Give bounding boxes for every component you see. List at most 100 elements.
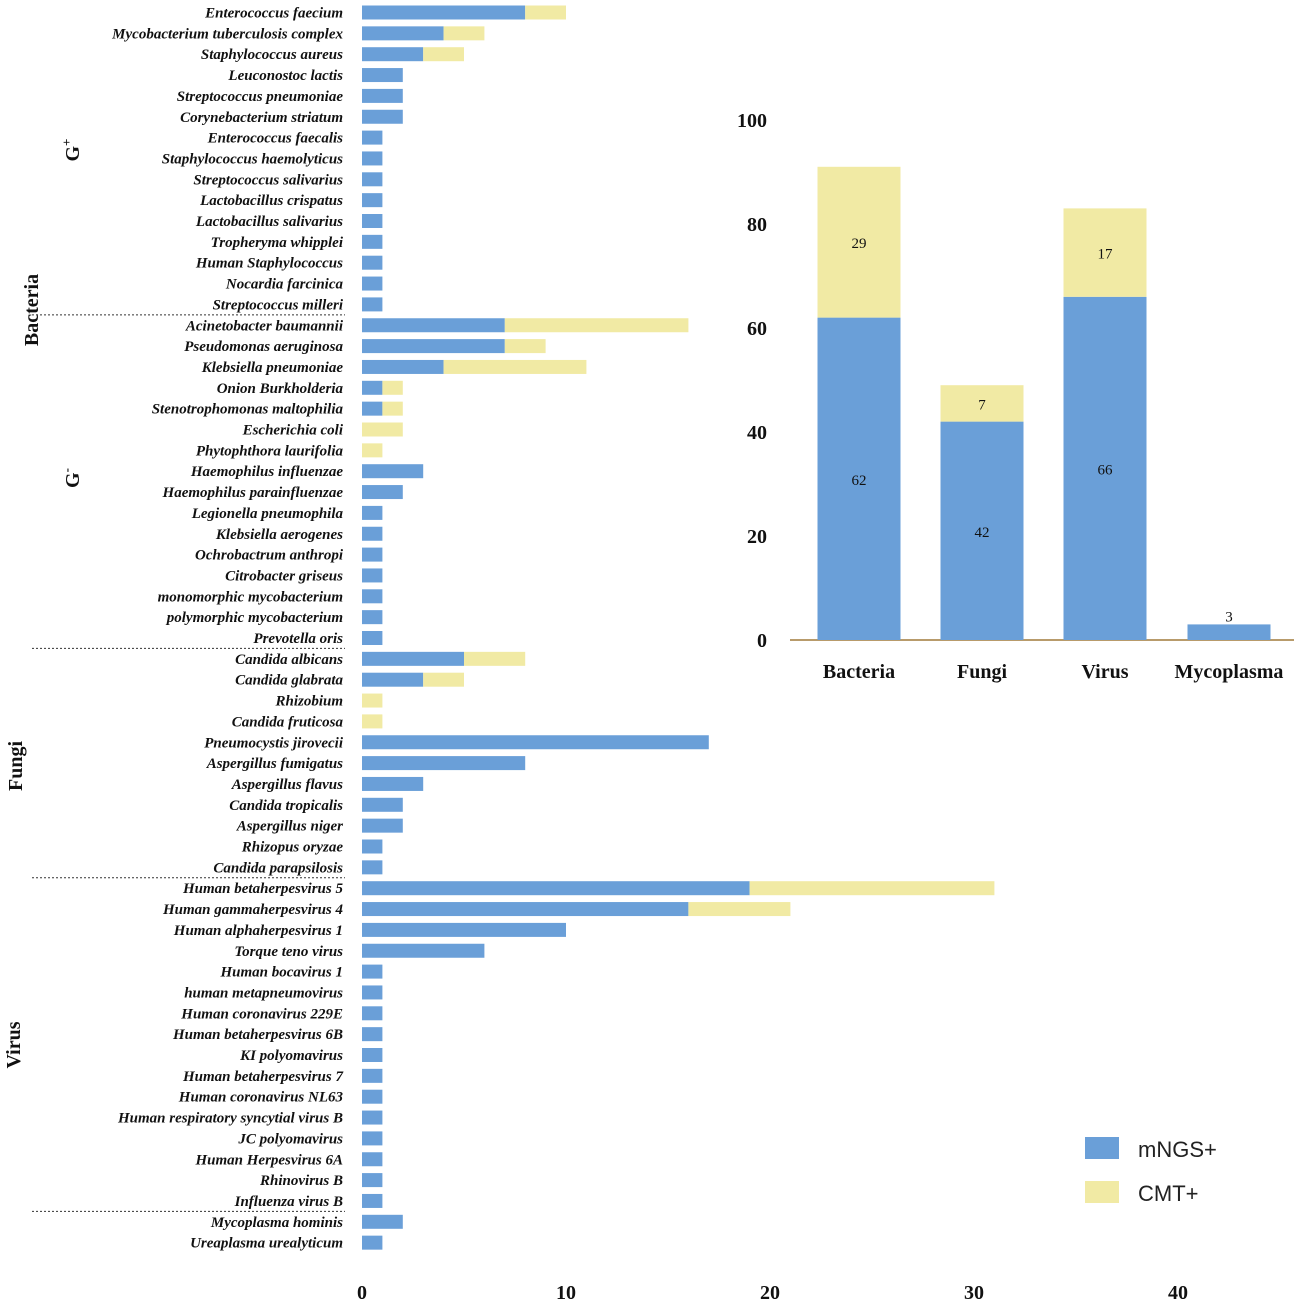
organism-label-human-metapneumovirus: human metapneumovirus (184, 985, 343, 1001)
bar-cmt-stenotrophomonas-maltophilia (382, 401, 403, 416)
bar-mngs-nocardia-farcinica (362, 276, 383, 291)
inset-label-mngs-mycoplasma: 3 (1225, 609, 1233, 625)
legend-swatch-mngs (1085, 1137, 1119, 1159)
organism-label-staphylococcus-haemolyticus: Staphylococcus haemolyticus (162, 151, 343, 167)
bar-mngs-streptococcus-pneumoniae (362, 88, 403, 103)
inset-category-virus: Virus (1081, 661, 1128, 683)
bar-mngs-human-coronavirus-nl63 (362, 1089, 383, 1104)
organism-label-aspergillus-niger: Aspergillus niger (236, 819, 343, 835)
inset-label-cmt-virus: 17 (1098, 247, 1114, 263)
group-label-fungi: Fungi (5, 741, 27, 791)
bar-mngs-human-betaherpesvirus-5 (362, 881, 750, 896)
organism-label-human-respiratory-syncytial-virus-b: Human respiratory syncytial virus B (117, 1111, 343, 1127)
organism-label-streptococcus-salivarius: Streptococcus salivarius (193, 172, 343, 188)
x-tick-0: 0 (357, 1282, 367, 1304)
organism-label-rhizobium: Rhizobium (274, 694, 343, 710)
bar-mngs-onion-burkholderia (362, 380, 383, 395)
organism-label-tropheryma-whipplei: Tropheryma whipplei (211, 235, 344, 251)
bar-mngs-lactobacillus-salivarius (362, 214, 383, 228)
organism-label-jc-polyomavirus: JC polyomavirus (237, 1131, 343, 1147)
organism-label-human-alphaherpesvirus-1: Human alphaherpesvirus 1 (173, 923, 343, 939)
bar-mngs-haemophilus-influenzae (362, 464, 424, 479)
bar-mngs-candida-albicans (362, 651, 464, 666)
bar-cmt-candida-albicans (464, 651, 526, 666)
bar-mngs-aspergillus-fumigatus (362, 756, 526, 771)
bar-cmt-mycobacterium-tuberculosis-complex (443, 26, 485, 41)
bar-cmt-rhizobium (362, 693, 383, 708)
bar-mngs-streptococcus-salivarius (362, 172, 383, 187)
organism-label-citrobacter-griseus: Citrobacter griseus (225, 568, 343, 584)
inset-label-cmt-fungi: 7 (978, 397, 986, 413)
gram-negative-letter: G (62, 472, 84, 488)
bar-mngs-haemophilus-parainfluenzae (362, 485, 403, 500)
x-tick-20: 20 (760, 1282, 780, 1304)
organism-label-enterococcus-faecium: Enterococcus faecium (204, 6, 343, 22)
inset-label-mngs-virus: 66 (1098, 462, 1114, 478)
organism-label-pseudomonas-aeruginosa: Pseudomonas aeruginosa (184, 339, 343, 355)
bar-cmt-onion-burkholderia (382, 380, 403, 395)
bar-cmt-escherichia-coli (362, 422, 403, 437)
inset-label-mngs-bacteria: 62 (852, 473, 867, 489)
inset-bar-mngs-mycoplasma (1187, 624, 1271, 640)
organism-label-leuconostoc-lactis: Leuconostoc lactis (227, 68, 343, 84)
bar-mngs-human-alphaherpesvirus-1 (362, 922, 566, 937)
bar-mngs-staphylococcus-aureus (362, 47, 424, 62)
organism-label-candida-albicans: Candida albicans (235, 652, 343, 668)
gram-positive-sign: + (59, 139, 74, 146)
bar-mngs-influenza-virus-b (362, 1193, 383, 1208)
bar-mngs-human-gammaherpesvirus-4 (362, 902, 689, 917)
organism-label-candida-glabrata: Candida glabrata (235, 673, 343, 689)
inset-category-fungi: Fungi (957, 661, 1007, 683)
bar-mngs-candida-parapsilosis (362, 860, 383, 875)
inset-bar-cmt-bacteria (817, 166, 901, 318)
bar-cmt-acinetobacter-baumannii (504, 318, 689, 333)
organism-label-streptococcus-pneumoniae: Streptococcus pneumoniae (177, 89, 344, 105)
bar-mngs-ki-polyomavirus (362, 1048, 383, 1062)
inset-label-mngs-fungi: 42 (975, 525, 990, 541)
organism-label-human-betaherpesvirus-6b: Human betaherpesvirus 6B (172, 1027, 343, 1043)
x-tick-10: 10 (556, 1282, 576, 1304)
organism-labels: Enterococcus faecium Mycobacterium tuberc… (32, 6, 345, 1252)
bar-cmt-candida-glabrata (423, 672, 464, 687)
inset-y-tick-100: 100 (737, 110, 767, 132)
bar-cmt-enterococcus-faecium (525, 5, 566, 20)
bar-cmt-human-gammaherpesvirus-4 (688, 902, 791, 917)
bar-mngs-citrobacter-griseus (362, 568, 383, 583)
organism-label-escherichia-coli: Escherichia coli (242, 423, 344, 439)
bar-mngs-mycoplasma-hominis (362, 1214, 403, 1229)
inset-category-bacteria: Bacteria (823, 661, 895, 683)
bar-mngs-acinetobacter-baumannii (362, 318, 505, 333)
organism-label-lactobacillus-salivarius: Lactobacillus salivarius (195, 214, 343, 230)
bar-mngs-aspergillus-flavus (362, 776, 424, 791)
organism-label-human-coronavirus-229e: Human coronavirus 229E (180, 1006, 343, 1022)
group-label-virus: Virus (3, 1021, 25, 1068)
organism-label-human-bocavirus-1: Human bocavirus 1 (219, 965, 343, 981)
bar-mngs-human-herpesvirus-6a (362, 1152, 383, 1167)
organism-label-enterococcus-faecalis: Enterococcus faecalis (207, 131, 344, 147)
organism-label-rhizopus-oryzae: Rhizopus oryzae (241, 840, 344, 856)
bar-mngs-legionella-pneumophila (362, 505, 383, 520)
group-label-gram-positive: G+ (59, 139, 84, 162)
inset-label-cmt-bacteria: 29 (852, 236, 867, 252)
bar-mngs-enterococcus-faecium (362, 5, 526, 20)
legend: mNGS+ CMT+ (1085, 1137, 1217, 1206)
x-tick-30: 30 (964, 1282, 984, 1304)
bar-mngs-human-staphylococcus (362, 255, 383, 270)
organism-label-human-coronavirus-nl63: Human coronavirus NL63 (178, 1090, 344, 1106)
inset-category-mycoplasma: Mycoplasma (1175, 661, 1284, 683)
organism-label-pneumocystis-jirovecii: Pneumocystis jirovecii (204, 735, 344, 751)
group-labels: G+ G- Bacteria Fungi Virus (3, 139, 84, 1069)
legend-label-mngs: mNGS+ (1138, 1137, 1217, 1162)
bar-mngs-pneumocystis-jirovecii (362, 735, 709, 750)
bar-mngs-rhizopus-oryzae (362, 839, 383, 854)
bar-mngs-streptococcus-milleri (362, 297, 383, 312)
bar-mngs-klebsiella-aerogenes (362, 526, 383, 541)
bar-mngs-pseudomonas-aeruginosa (362, 339, 505, 354)
inset-y-tick-20: 20 (747, 526, 767, 548)
main-bar-chart (362, 5, 995, 1250)
x-axis: 0 10 20 30 40 (357, 1282, 1188, 1304)
organism-label-aspergillus-fumigatus: Aspergillus fumigatus (206, 756, 343, 772)
organism-label-nocardia-farcinica: Nocardia farcinica (225, 277, 344, 293)
bar-mngs-human-bocavirus-1 (362, 964, 383, 979)
